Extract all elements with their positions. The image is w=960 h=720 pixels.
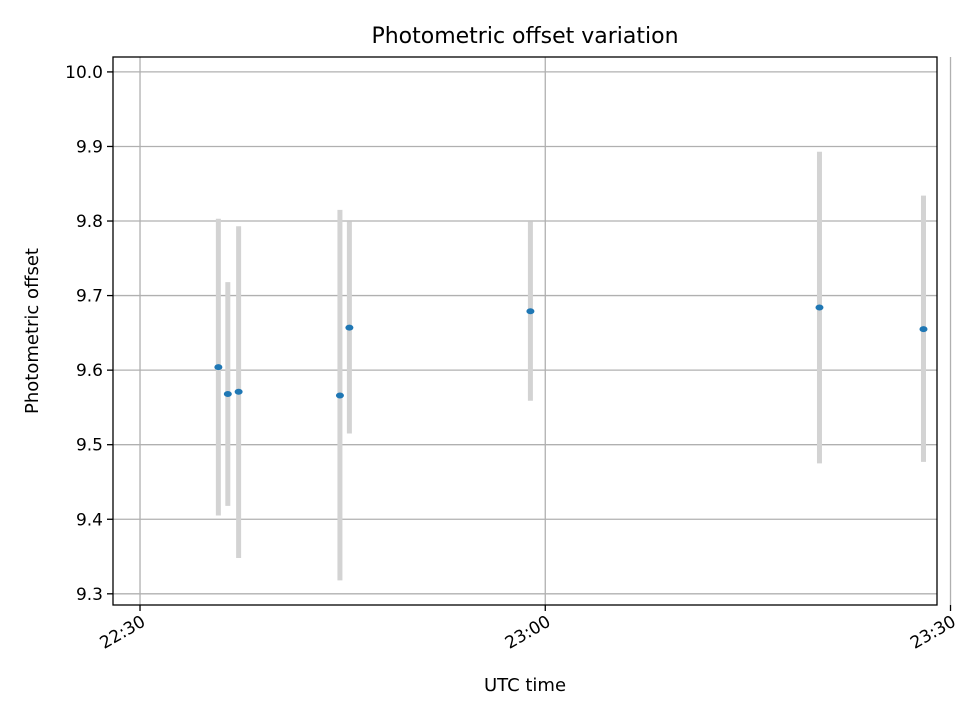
data-point (234, 388, 243, 395)
data-point (223, 391, 232, 398)
y-tick-label: 9.9 (76, 137, 103, 157)
data-point (345, 324, 354, 331)
y-tick-label: 9.6 (76, 361, 103, 381)
data-point (214, 364, 223, 371)
y-tick-label: 9.8 (76, 212, 103, 232)
y-axis-label: Photometric offset (22, 248, 43, 414)
plot-frame (112, 56, 938, 606)
y-tick-label: 9.5 (76, 436, 103, 456)
grid (113, 57, 952, 605)
data-point (919, 326, 928, 333)
data-point (815, 304, 824, 311)
y-tick-label: 10.0 (65, 63, 103, 83)
y-tick-label: 9.3 (76, 585, 103, 605)
y-tick-label: 9.7 (76, 287, 103, 307)
data-points (214, 304, 928, 399)
chart-title: Photometric offset variation (371, 24, 678, 49)
x-axis-label: UTC time (484, 675, 566, 696)
data-point (526, 308, 535, 315)
y-tick-label: 9.4 (76, 510, 103, 530)
data-point (335, 392, 344, 399)
y-axis-ticks: 9.3 9.4 9.5 9.6 9.7 9.8 9.9 10.0 (65, 63, 113, 605)
